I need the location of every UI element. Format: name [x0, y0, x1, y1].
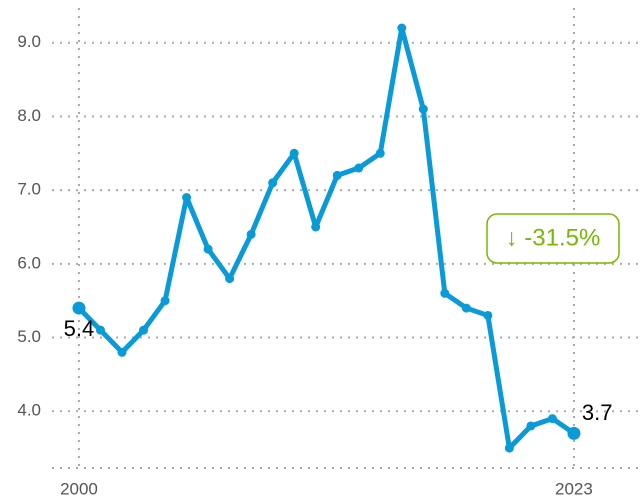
badge-text: ↓ -31.5%	[506, 224, 601, 251]
point	[440, 288, 450, 298]
point	[160, 296, 170, 306]
point	[182, 193, 192, 203]
point	[289, 148, 299, 158]
line	[77, 25, 576, 451]
y-tick-label: 9.0	[17, 32, 41, 51]
x-tick-label: 2000	[60, 479, 98, 498]
y-tick-label: 7.0	[17, 180, 41, 199]
marks: 5.4 3.7	[64, 23, 613, 453]
grid: 4.0 5.0 6.0 7.0 8.0 9.0 2000 2023	[17, 8, 640, 498]
point	[461, 303, 471, 313]
y-tick-label: 4.0	[17, 401, 41, 420]
point	[117, 347, 127, 357]
point	[526, 421, 536, 431]
y-tick-label: 5.0	[17, 327, 41, 346]
point	[567, 426, 581, 440]
point	[203, 244, 213, 254]
point	[375, 148, 385, 158]
change-badge: ↓ -31.5%	[486, 213, 620, 264]
point	[418, 104, 428, 114]
y-tick-label: 6.0	[17, 253, 41, 272]
data-label: 5.4	[64, 316, 95, 341]
point	[504, 443, 514, 453]
point	[72, 301, 86, 315]
point	[246, 229, 256, 239]
badge-box	[486, 213, 620, 264]
point	[397, 23, 407, 33]
point	[225, 274, 235, 284]
point	[311, 222, 321, 232]
x-tick-label: 2023	[555, 479, 593, 498]
point	[354, 163, 364, 173]
data-label: 3.7	[582, 400, 613, 425]
point	[332, 170, 342, 180]
point	[95, 325, 105, 335]
point	[268, 178, 278, 188]
point	[547, 414, 557, 424]
point	[139, 325, 149, 335]
point	[483, 310, 493, 320]
y-tick-label: 8.0	[17, 106, 41, 125]
